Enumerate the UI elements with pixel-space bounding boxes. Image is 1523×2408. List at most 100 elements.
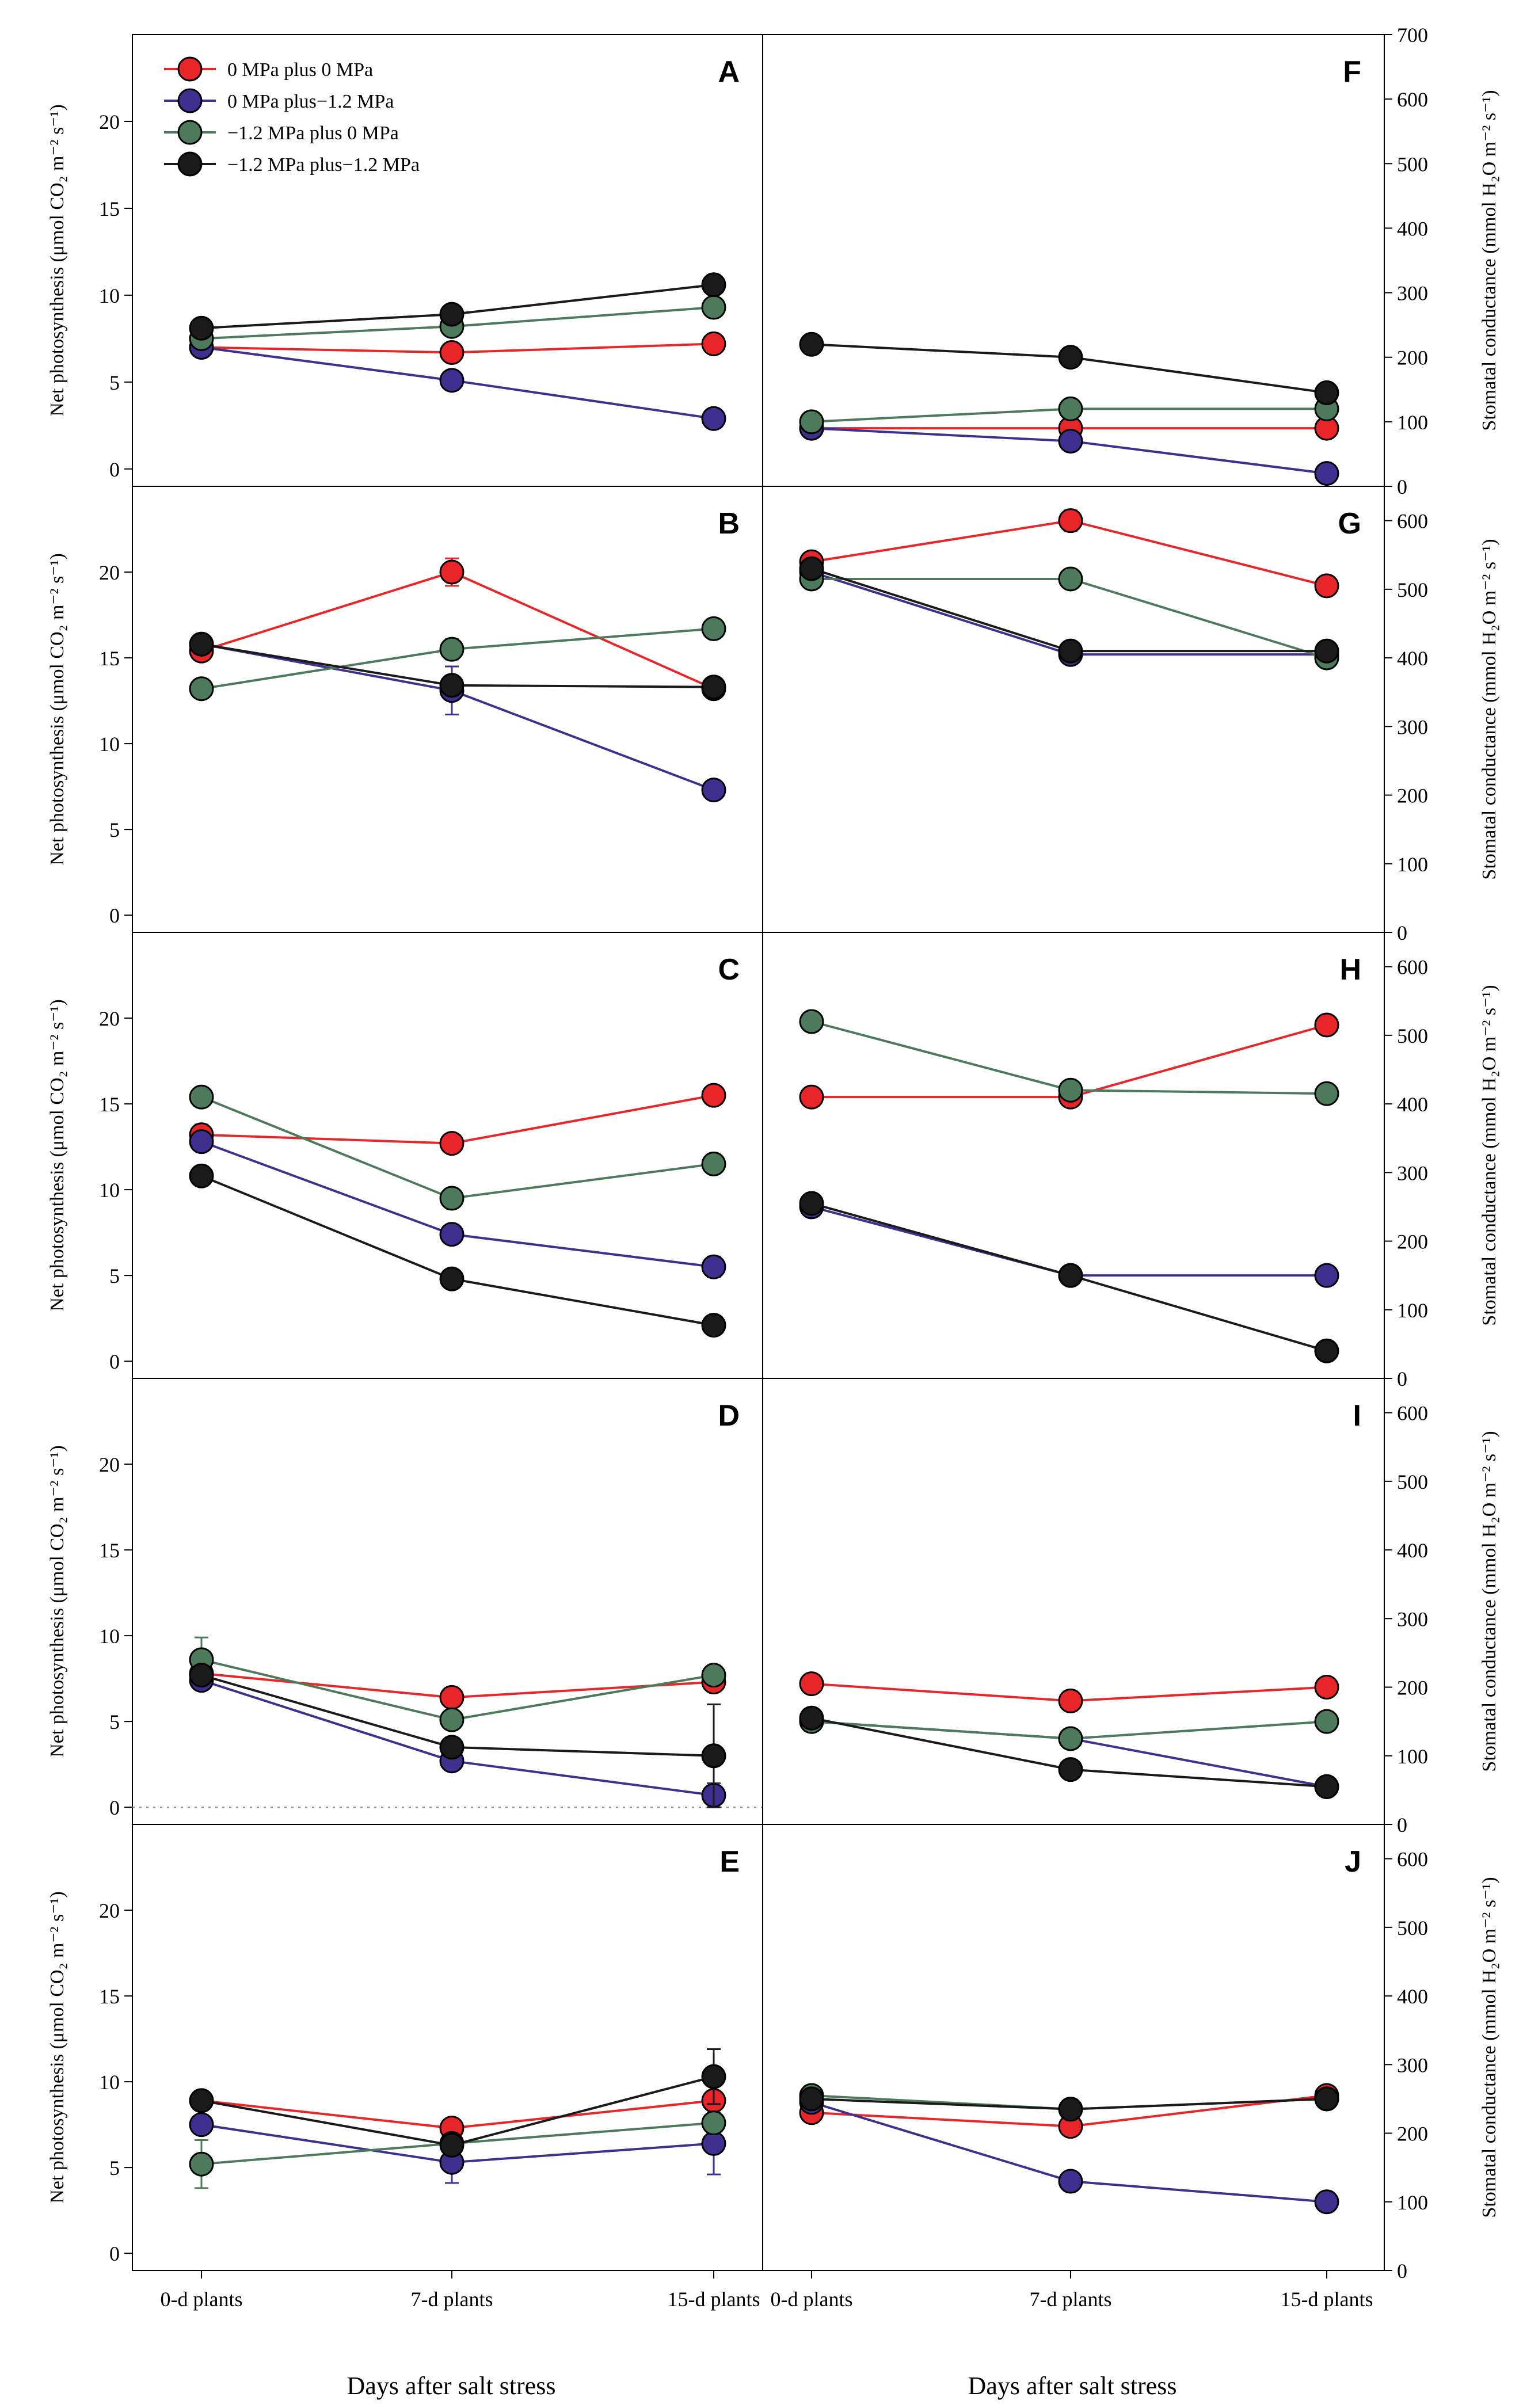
data-point xyxy=(1058,508,1083,534)
data-point xyxy=(701,2110,726,2136)
series--1-2-mpa-plus-0-mpa xyxy=(189,1636,726,1732)
series--1-2-mpa-plus-1-2-mpa xyxy=(799,1191,1339,1363)
data-point xyxy=(1058,638,1083,664)
y-tick-label: 10 xyxy=(99,733,120,756)
y-tick-label: 0 xyxy=(109,458,120,481)
legend-item: 0 MPa plus 0 MPa xyxy=(164,56,373,82)
y-tick-label: 0 xyxy=(109,1350,120,1373)
data-point xyxy=(189,1663,214,1688)
series--1-2-mpa-plus-0-mpa xyxy=(799,1709,1339,1751)
y-tick-label: 600 xyxy=(1397,510,1428,533)
data-point xyxy=(1314,1774,1339,1799)
panel-letter: D xyxy=(718,1399,740,1432)
data-point xyxy=(1314,1675,1339,1700)
series-0-mpa-plus-1-2-mpa xyxy=(189,1129,726,1279)
data-point xyxy=(439,1131,464,1156)
data-point xyxy=(1058,2169,1083,2194)
series-line xyxy=(201,570,714,690)
panel-B: 0 5 10 15 20 Net photosynthesis (μmol CO₂ m⁻²… xyxy=(47,486,763,933)
data-point xyxy=(439,2132,464,2158)
data-point xyxy=(701,1083,726,1108)
series-0-mpa-plus-1-2-mpa xyxy=(799,1709,1339,1799)
series--1-2-mpa-plus-1-2-mpa xyxy=(799,332,1339,405)
data-point xyxy=(1314,1081,1339,1106)
series--1-2-mpa-plus-1-2-mpa xyxy=(799,556,1339,664)
y-tick-label: 0 xyxy=(1397,2260,1407,2283)
data-point xyxy=(799,1191,824,1216)
data-point xyxy=(439,1266,464,1291)
panel-frame xyxy=(132,486,763,933)
legend-label: −1.2 MPa plus 0 MPa xyxy=(227,123,399,144)
y-tick-label: 20 xyxy=(99,1007,120,1030)
data-point xyxy=(1314,638,1339,664)
data-point xyxy=(1058,429,1083,454)
y-tick-label: 600 xyxy=(1397,88,1428,111)
series--1-2-mpa-plus-1-2-mpa xyxy=(189,2048,726,2158)
y-tick-label: 15 xyxy=(99,1539,120,1562)
y-axis-title: Stomatal conductance (mmol H₂O m⁻² s⁻¹) xyxy=(1479,90,1500,430)
panel-C: 0 5 10 15 20 Net photosynthesis (μmol CO₂ m⁻²… xyxy=(47,932,763,1379)
data-point xyxy=(1058,1263,1083,1288)
y-tick-label: 0 xyxy=(109,1796,120,1819)
y-tick-label: 200 xyxy=(1397,784,1428,807)
data-point xyxy=(1058,1688,1083,1713)
data-point xyxy=(1314,2086,1339,2112)
y-tick-label: 0 xyxy=(109,2242,120,2265)
y-tick-label: 0 xyxy=(1397,1367,1407,1390)
y-tick-label: 0 xyxy=(1397,921,1407,944)
data-point xyxy=(1058,566,1083,592)
data-point xyxy=(189,315,214,341)
data-point xyxy=(439,368,464,393)
y-tick-label: 400 xyxy=(1397,1985,1428,2008)
data-point xyxy=(1314,2189,1339,2215)
y-tick-label: 5 xyxy=(109,818,120,841)
series--1-2-mpa-plus-0-mpa xyxy=(189,1084,726,1211)
panel-frame xyxy=(762,932,1385,1379)
y-tick-label: 400 xyxy=(1397,217,1428,240)
data-point xyxy=(701,1254,726,1279)
y-tick-label: 20 xyxy=(99,111,120,134)
panel-E: 0 5 10 15 20 Net photosynthesis (μmol CO₂ m⁻²… xyxy=(47,1824,763,2311)
y-tick-label: 200 xyxy=(1397,2123,1428,2146)
data-point xyxy=(701,272,726,298)
data-point xyxy=(1058,345,1083,370)
legend-marker xyxy=(177,56,203,82)
data-point xyxy=(799,1009,824,1034)
data-point xyxy=(1314,573,1339,599)
panel-letter: H xyxy=(1339,953,1361,986)
data-point xyxy=(189,2151,214,2177)
legend-label: 0 MPa plus 0 MPa xyxy=(227,59,373,81)
y-axis-title: Net photosynthesis (μmol CO₂ m⁻² s⁻¹) xyxy=(47,1445,68,1758)
data-point xyxy=(1058,1757,1083,1782)
legend-marker xyxy=(177,88,203,113)
y-tick-label: 400 xyxy=(1397,1093,1428,1116)
y-tick-label: 5 xyxy=(109,1264,120,1287)
x-tick-label: 15-d plants xyxy=(668,2288,760,2311)
y-tick-label: 0 xyxy=(1397,475,1407,498)
data-point xyxy=(701,2131,726,2156)
data-point xyxy=(1314,380,1339,405)
panel-letter: A xyxy=(718,55,740,89)
y-tick-label: 300 xyxy=(1397,715,1428,738)
y-tick-label: 400 xyxy=(1397,1539,1428,1562)
y-tick-label: 100 xyxy=(1397,1745,1428,1768)
y-tick-label: 500 xyxy=(1397,578,1428,601)
y-tick-label: 300 xyxy=(1397,1161,1428,1184)
data-point xyxy=(189,1129,214,1155)
panel-F: 0 100 200 300 400 500 600 700 Stomatal conductan… xyxy=(762,24,1500,498)
panel-letter: I xyxy=(1353,1399,1361,1432)
y-tick-label: 300 xyxy=(1397,2053,1428,2076)
data-point xyxy=(701,1151,726,1176)
y-tick-label: 700 xyxy=(1397,24,1428,47)
data-point xyxy=(701,616,726,641)
data-point xyxy=(799,2086,824,2112)
y-axis-title: Stomatal conductance (mmol H₂O m⁻² s⁻¹) xyxy=(1479,1431,1500,1771)
y-tick-label: 500 xyxy=(1397,1024,1428,1047)
y-axis-title: Stomatal conductance (mmol H₂O m⁻² s⁻¹) xyxy=(1479,539,1500,879)
y-tick-label: 100 xyxy=(1397,853,1428,876)
y-tick-label: 5 xyxy=(109,1710,120,1733)
series--1-2-mpa-plus-1-2-mpa xyxy=(799,2086,1339,2122)
data-point xyxy=(1058,2097,1083,2122)
y-tick-label: 5 xyxy=(109,2156,120,2180)
data-point xyxy=(799,409,824,435)
